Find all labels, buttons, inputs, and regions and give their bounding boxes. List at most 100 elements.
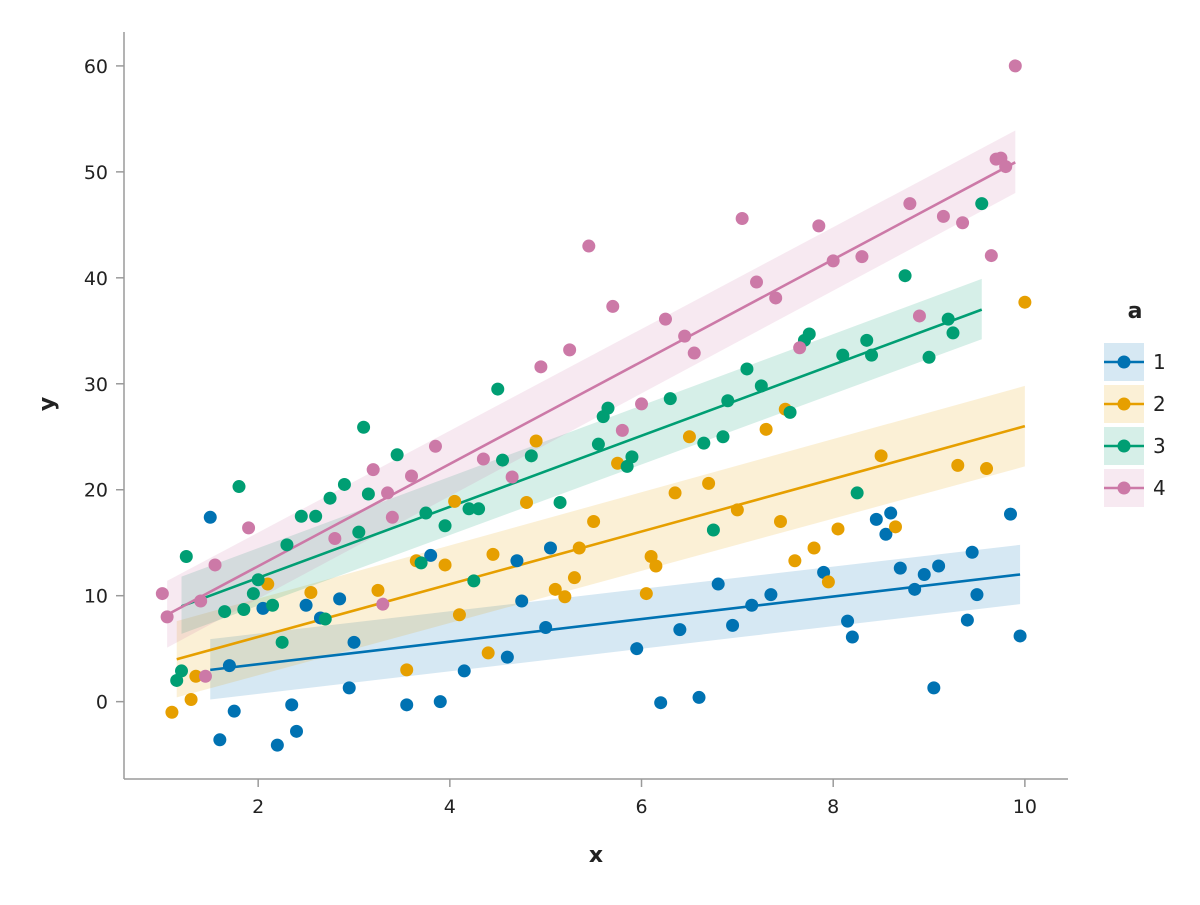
point-series-4 — [615, 423, 629, 437]
point-series-3 — [740, 362, 754, 376]
point-series-3 — [414, 556, 428, 570]
point-series-2 — [874, 449, 888, 463]
point-series-3 — [266, 598, 280, 612]
point-series-4 — [769, 291, 783, 305]
point-series-1 — [457, 664, 471, 678]
point-series-3 — [179, 549, 193, 563]
point-series-3 — [361, 487, 375, 501]
point-series-2 — [1018, 295, 1032, 309]
point-series-4 — [476, 452, 490, 466]
point-series-2 — [184, 693, 198, 707]
point-series-4 — [366, 463, 380, 477]
point-series-1 — [270, 738, 284, 752]
x-axis-title: x — [589, 843, 603, 868]
point-series-1 — [711, 577, 725, 591]
point-series-1 — [970, 588, 984, 602]
point-series-2 — [788, 554, 802, 568]
point-series-4 — [855, 250, 869, 264]
fit-line-4 — [166, 161, 1016, 616]
legend-label-1: 1 — [1153, 350, 1166, 374]
point-series-3 — [946, 326, 960, 340]
x-tick-label: 8 — [827, 796, 839, 818]
point-series-4 — [563, 343, 577, 357]
point-series-2 — [304, 586, 318, 600]
point-series-3 — [246, 587, 260, 601]
point-series-3 — [309, 509, 323, 523]
point-series-2 — [649, 559, 663, 573]
point-series-3 — [754, 379, 768, 393]
point-series-4 — [956, 216, 970, 230]
point-series-3 — [860, 333, 874, 347]
point-series-4 — [376, 597, 390, 611]
point-series-4 — [155, 587, 169, 601]
point-series-3 — [323, 491, 337, 505]
legend-label-3: 3 — [1153, 434, 1166, 458]
fit-line-1 — [210, 573, 1021, 672]
point-series-4 — [328, 531, 342, 545]
point-series-1 — [932, 559, 946, 573]
point-series-1 — [884, 506, 898, 520]
point-series-4 — [198, 669, 212, 683]
point-series-2 — [587, 515, 601, 529]
y-tick-label: 50 — [84, 162, 108, 184]
point-series-2 — [980, 462, 994, 476]
point-series-4 — [385, 510, 399, 524]
point-series-4 — [208, 558, 222, 572]
point-series-3 — [601, 401, 615, 415]
point-series-3 — [237, 602, 251, 616]
point-series-2 — [189, 669, 203, 683]
point-series-3 — [467, 574, 481, 588]
point-series-4 — [606, 299, 620, 313]
legend-marker-1 — [1117, 355, 1131, 369]
point-series-1 — [879, 527, 893, 541]
point-series-4 — [160, 610, 174, 624]
point-series-1 — [1013, 629, 1027, 643]
point-series-2 — [773, 515, 787, 529]
point-series-1 — [285, 698, 299, 712]
confidence-band-3 — [181, 278, 982, 634]
point-series-4 — [242, 521, 256, 535]
point-series-2 — [481, 646, 495, 660]
point-series-1 — [333, 592, 347, 606]
x-ticks: 2 4 6 8 10 — [252, 779, 1037, 818]
y-axis-title: y — [35, 397, 60, 411]
point-series-1 — [433, 695, 447, 709]
point-series-2 — [759, 422, 773, 436]
legend-label-2: 2 — [1153, 392, 1166, 416]
point-series-3 — [975, 197, 989, 211]
point-series-2 — [567, 571, 581, 585]
point-series-2 — [888, 520, 902, 534]
x-tick-label: 10 — [1013, 796, 1037, 818]
axes — [123, 32, 1068, 780]
point-series-4 — [658, 312, 672, 326]
point-series-1 — [539, 620, 553, 634]
point-series-1 — [726, 618, 740, 632]
point-series-2 — [558, 590, 572, 604]
point-series-3 — [438, 519, 452, 533]
point-series-4 — [1008, 59, 1022, 73]
point-series-3 — [337, 477, 351, 491]
point-series-3 — [663, 392, 677, 406]
point-series-4 — [687, 346, 701, 360]
point-series-4 — [678, 329, 692, 343]
point-series-2 — [702, 476, 716, 490]
point-series-4 — [999, 160, 1013, 174]
point-series-2 — [807, 541, 821, 555]
point-series-3 — [524, 449, 538, 463]
point-series-2 — [165, 705, 179, 719]
point-series-2 — [639, 587, 653, 601]
point-series-4 — [194, 594, 208, 608]
point-series-3 — [251, 573, 265, 587]
legend: a 1 2 3 4 — [1104, 299, 1166, 507]
point-series-3 — [706, 523, 720, 537]
legend-label-4: 4 — [1153, 476, 1166, 500]
point-series-2 — [831, 522, 845, 536]
point-series-4 — [903, 197, 917, 211]
point-series-3 — [721, 394, 735, 408]
point-series-2 — [548, 582, 562, 596]
point-series-2 — [951, 458, 965, 472]
point-series-1 — [745, 598, 759, 612]
point-series-4 — [793, 341, 807, 355]
point-series-3 — [462, 502, 476, 516]
point-series-4 — [936, 209, 950, 223]
